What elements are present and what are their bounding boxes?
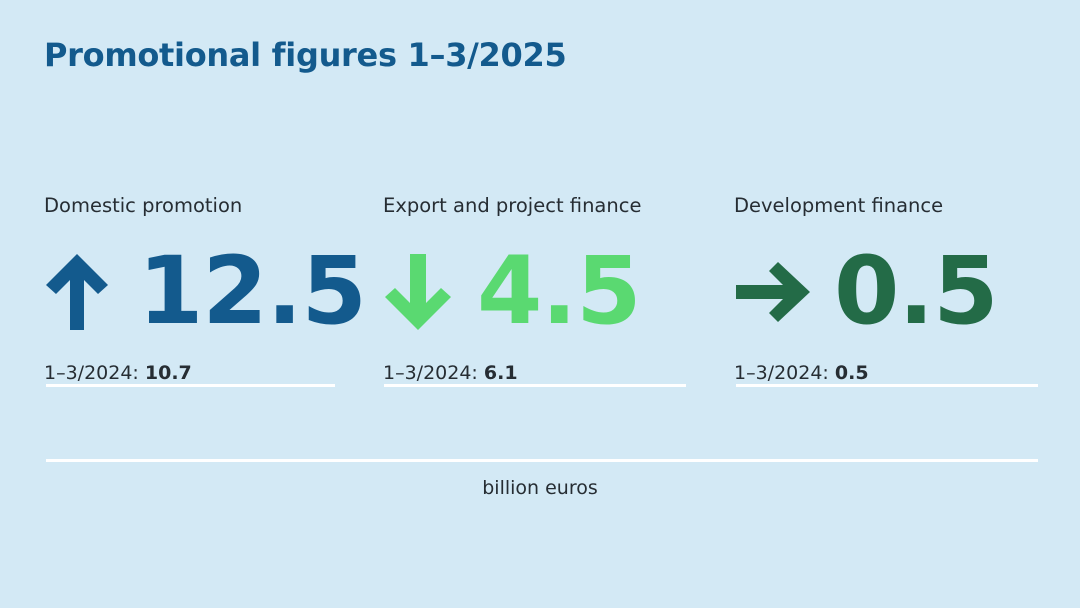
divider [736, 384, 1038, 387]
metric-label: Export and project finance [383, 194, 642, 217]
metric-label: Development finance [734, 194, 944, 217]
previous-year-value: 10.7 [144, 362, 192, 384]
previous-year-label: 1–3/2024: [383, 362, 478, 384]
divider [384, 384, 686, 387]
previous-year-figure: 1–3/2024: 6.1 [383, 360, 641, 386]
page-title: Promotional figures 1–3/2025 [44, 36, 567, 74]
previous-year-value: 0.5 [834, 362, 869, 384]
metric-export-project-finance: Export and project finance 4.5 1–3/2024:… [383, 192, 642, 386]
metric-label: Domestic promotion [44, 194, 243, 217]
metric-value: 0.5 [834, 237, 999, 346]
arrow-right-icon [736, 262, 810, 322]
unit-label: billion euros [482, 477, 598, 499]
previous-year-label: 1–3/2024: [734, 362, 829, 384]
metric-development-finance: Development finance 0.5 1–3/2024: 0.5 [734, 192, 999, 386]
metric-figure: 4.5 [383, 237, 642, 346]
metric-value: 4.5 [477, 237, 642, 346]
previous-year-label: 1–3/2024: [44, 362, 139, 384]
arrow-down-icon [385, 254, 451, 330]
unit-divider [46, 459, 1038, 462]
previous-year-figure: 1–3/2024: 0.5 [734, 360, 998, 386]
previous-year-value: 6.1 [483, 362, 518, 384]
metric-figure: 0.5 [734, 237, 999, 346]
previous-year-figure: 1–3/2024: 10.7 [44, 360, 366, 386]
metric-figure: 12.5 [44, 237, 367, 346]
metric-value: 12.5 [138, 237, 367, 346]
arrow-up-icon [46, 254, 108, 330]
metric-domestic-promotion: Domestic promotion 12.5 1–3/2024: 10.7 [44, 192, 367, 386]
divider [46, 384, 335, 387]
